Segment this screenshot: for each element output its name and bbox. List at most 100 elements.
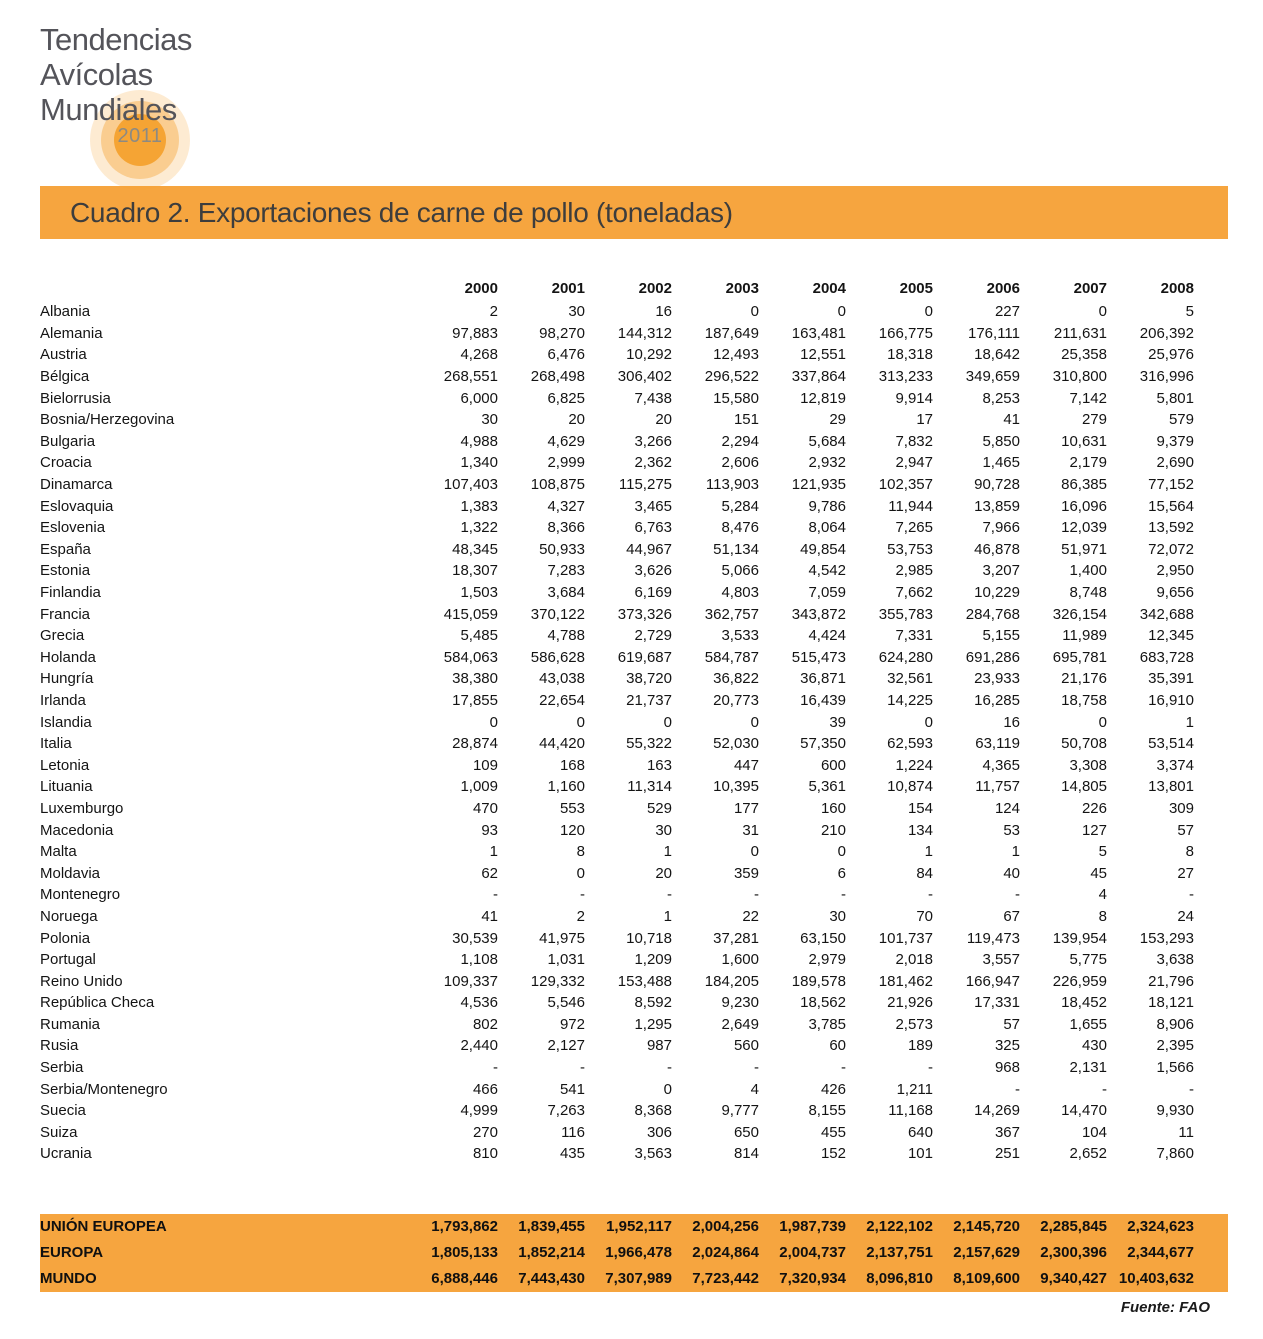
value-cell: 309 [1168, 799, 1194, 817]
value-cell: 1,383 [460, 497, 498, 515]
table-row: Bosnia/Herzegovina 30 20 20 151 29 17 41 279 579 [40, 409, 1228, 431]
value-cell: 35,391 [1148, 670, 1194, 688]
row-label: Austria [40, 346, 87, 364]
value-cell: 3,465 [634, 497, 672, 515]
value-cell: 22,654 [539, 691, 585, 709]
value-cell: 4,788 [547, 627, 585, 645]
value-cell: 326,154 [1052, 605, 1107, 623]
row-label: Serbia/Montenegro [40, 1080, 168, 1098]
value-cell: 2002 [638, 279, 672, 297]
table-row: Bélgica 268,551 268,498 306,402 296,522 337,8… [40, 366, 1228, 388]
value-cell: 370,122 [530, 605, 585, 623]
row-label: Italia [40, 735, 72, 753]
value-cell: 21,796 [1148, 972, 1194, 990]
badge-inner-circle: 2011 [114, 114, 166, 166]
value-cell: 373,326 [617, 605, 672, 623]
value-cell: 515,473 [791, 648, 846, 666]
value-cell: 2,145,720 [953, 1218, 1020, 1236]
row-label: UNIÓN EUROPEA [40, 1218, 167, 1236]
value-cell: 226 [1081, 799, 1107, 817]
value-cell: - [1189, 1080, 1194, 1098]
value-cell: 168 [559, 756, 585, 774]
value-cell: 1,160 [547, 778, 585, 796]
row-label: Lituania [40, 778, 93, 796]
value-cell: 313,233 [878, 368, 933, 386]
value-cell: 93 [481, 821, 498, 839]
value-cell: 5,801 [1156, 389, 1194, 407]
value-cell: 455 [820, 1123, 846, 1141]
value-cell: 362,757 [704, 605, 759, 623]
value-cell: 1 [489, 843, 498, 861]
row-pad [1194, 323, 1228, 345]
row-pad [1194, 517, 1228, 539]
value-cell: 1,224 [895, 756, 933, 774]
value-cell: 624,280 [878, 648, 933, 666]
value-cell: 31 [742, 821, 759, 839]
value-cell: 113,903 [705, 476, 759, 494]
value-cell: 2008 [1160, 279, 1194, 297]
value-cell: - [493, 1059, 498, 1077]
value-cell: 10,292 [626, 346, 672, 364]
value-cell: 18,307 [452, 562, 498, 580]
value-cell: 7,723,442 [692, 1270, 759, 1288]
value-cell: 367 [994, 1123, 1020, 1141]
value-cell: 359 [733, 864, 759, 882]
value-cell: 9,340,427 [1040, 1270, 1107, 1288]
value-cell: 430 [1081, 1037, 1107, 1055]
value-cell: 4,327 [547, 497, 585, 515]
value-cell: 50,933 [539, 540, 585, 558]
value-cell: 2,179 [1069, 454, 1107, 472]
value-cell: 270 [472, 1123, 498, 1141]
value-cell: 4,988 [460, 432, 498, 450]
value-cell: 14,470 [1061, 1102, 1107, 1120]
value-cell: 1,793,862 [431, 1218, 498, 1236]
value-cell: 1 [924, 843, 933, 861]
value-cell: - [580, 1059, 585, 1077]
value-cell: 1,952,117 [606, 1218, 672, 1236]
value-cell: 8,109,600 [953, 1270, 1020, 1288]
value-cell: 63,119 [975, 735, 1020, 753]
value-cell: 139,954 [1052, 929, 1107, 947]
row-pad [1194, 841, 1228, 863]
value-cell: 2005 [899, 279, 933, 297]
value-cell: 2,652 [1069, 1145, 1107, 1163]
row-label: Irlanda [40, 691, 86, 709]
value-cell: - [580, 886, 585, 904]
logo-year-badge: 2011 [90, 90, 190, 190]
value-cell: 802 [472, 1015, 498, 1033]
value-cell: 13,859 [974, 497, 1020, 515]
table-row: Dinamarca 107,403 108,875 115,275 113,903 121… [40, 474, 1228, 496]
value-cell: 415,059 [443, 605, 498, 623]
value-cell: 7,832 [895, 432, 933, 450]
value-cell: 24 [1177, 907, 1194, 925]
row-label: Bélgica [40, 368, 90, 386]
value-cell: 251 [994, 1145, 1020, 1163]
value-cell: 14,225 [887, 691, 933, 709]
row-pad [1194, 906, 1228, 928]
value-cell: 8,748 [1069, 584, 1107, 602]
value-cell: 6,888,446 [431, 1270, 498, 1288]
row-pad [1194, 819, 1228, 841]
row-pad [1194, 387, 1228, 409]
value-cell: - [667, 886, 672, 904]
value-cell: 18,318 [887, 346, 933, 364]
value-cell: 435 [559, 1145, 585, 1163]
value-cell: 97,883 [452, 324, 498, 342]
value-cell: 154 [907, 799, 933, 817]
value-cell: 41 [481, 907, 498, 925]
value-cell: 8,592 [634, 994, 672, 1012]
value-cell: 101 [907, 1145, 933, 1163]
value-cell: 529 [646, 799, 672, 817]
value-cell: 2,649 [721, 1015, 759, 1033]
value-cell: 12,493 [713, 346, 759, 364]
value-cell: 2,950 [1156, 562, 1194, 580]
value-cell: 38,380 [452, 670, 498, 688]
table-row: Ucrania 810 435 3,563 814 152 101 251 2,652 7,860 [40, 1143, 1228, 1165]
value-cell: 51,971 [1061, 540, 1107, 558]
value-cell: 109,337 [443, 972, 498, 990]
table-row: Luxemburgo 470 553 529 177 160 154 124 226 309 [40, 798, 1228, 820]
row-label: Francia [40, 605, 91, 623]
table-gap [40, 1165, 1228, 1214]
value-cell: 0 [837, 303, 846, 321]
value-cell: 447 [733, 756, 759, 774]
